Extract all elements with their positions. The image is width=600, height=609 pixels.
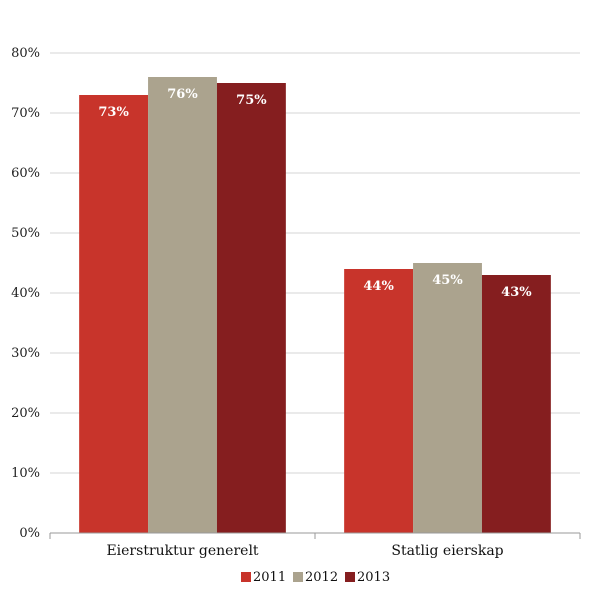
y-axis-ticks: 0% 10% 20% 30% 40% 50% 60% 70% 80%	[11, 46, 40, 541]
bar-data-label: 76%	[167, 87, 198, 102]
bars	[79, 77, 551, 533]
y-tick-label: 70%	[11, 106, 40, 121]
category-label: Eierstruktur generelt	[106, 543, 258, 559]
bar-2011	[344, 269, 414, 533]
y-tick-label: 80%	[11, 46, 40, 61]
legend: 2011 2012 2013	[241, 570, 390, 585]
y-tick-label: 40%	[11, 286, 40, 301]
bar-data-label: 44%	[363, 279, 394, 294]
legend-label: 2013	[357, 570, 390, 585]
bar-data-label: 75%	[236, 93, 267, 108]
legend-swatch-2011	[241, 572, 251, 582]
bar-data-label: 43%	[501, 285, 532, 300]
bar-2013	[481, 275, 551, 533]
bar-data-label: 73%	[98, 105, 129, 120]
y-tick-label: 10%	[11, 466, 40, 481]
y-tick-label: 0%	[19, 526, 40, 541]
y-tick-label: 60%	[11, 166, 40, 181]
legend-swatch-2012	[293, 572, 303, 582]
legend-label: 2011	[253, 570, 286, 585]
legend-label: 2012	[305, 570, 338, 585]
bar-2012	[148, 77, 217, 533]
bar-data-label: 45%	[432, 273, 463, 288]
y-tick-label: 30%	[11, 346, 40, 361]
category-label: Statlig eierskap	[391, 543, 503, 559]
bar-2013	[216, 83, 286, 533]
bar-2012	[413, 263, 482, 533]
data-labels: 73% 76% 75% 44% 45% 43%	[98, 87, 532, 300]
category-labels: Eierstruktur generelt Statlig eierskap	[106, 543, 503, 559]
legend-swatch-2013	[345, 572, 355, 582]
bar-2011	[79, 95, 149, 533]
x-axis	[49, 532, 581, 539]
y-tick-label: 50%	[11, 226, 40, 241]
y-tick-label: 20%	[11, 406, 40, 421]
